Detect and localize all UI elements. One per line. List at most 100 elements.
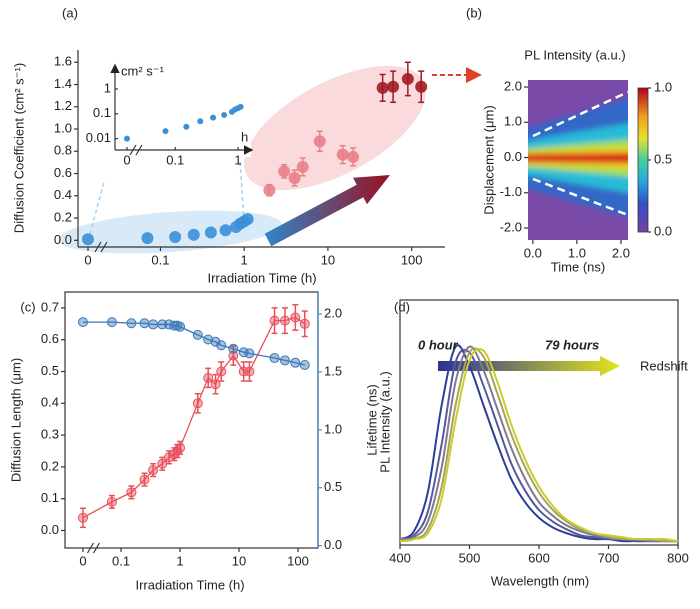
spread-line — [532, 90, 629, 138]
x-tick-label: 0 — [79, 553, 86, 568]
data-point — [210, 379, 221, 390]
data-point — [228, 343, 239, 354]
y-axis-title: Diffusion Coefficient (cm² s⁻¹) — [11, 63, 26, 233]
inset-y-tick-label: 1 — [104, 80, 111, 95]
data-point — [187, 228, 200, 241]
data-point — [141, 232, 154, 245]
data-point — [216, 366, 227, 377]
inset-x-tick-label: 1 — [234, 152, 241, 167]
inset-point — [197, 118, 204, 125]
x-tick-label: 10 — [232, 553, 246, 568]
y-axis-title: Diffusion Length (μm) — [8, 358, 23, 482]
data-point — [148, 465, 159, 476]
colorbar — [637, 87, 649, 233]
data-point — [216, 340, 227, 351]
y-tick-label: 0.0 — [41, 522, 59, 537]
data-point — [278, 165, 291, 178]
x-tick-label: 10 — [321, 252, 335, 267]
spread-line — [532, 177, 629, 217]
annotation: 79 hours — [545, 337, 599, 352]
data-point — [210, 336, 221, 347]
y-tick-label: 0.7 — [41, 299, 59, 314]
series-line — [83, 321, 305, 366]
x-tick-label: 700 — [598, 550, 620, 565]
inset-link — [239, 159, 245, 223]
x-tick-label: 0 — [84, 252, 91, 267]
data-point — [219, 224, 232, 237]
axis-break — [135, 144, 143, 156]
data-point — [163, 452, 174, 463]
axis-break — [129, 144, 137, 156]
inset-point — [162, 128, 169, 135]
inset-y-title: cm² s⁻¹ — [121, 63, 165, 78]
data-point — [415, 80, 428, 93]
data-point — [228, 350, 239, 361]
inset-y-tick-label: 0.1 — [93, 105, 111, 120]
y-tick-label: 2.0 — [504, 78, 522, 93]
data-point — [126, 487, 137, 498]
data-point — [347, 150, 360, 163]
y2-tick-label: 1.0 — [324, 421, 342, 436]
highlight-ellipse — [58, 210, 282, 254]
axis-break — [92, 542, 101, 554]
x-tick-label: 0.0 — [524, 245, 542, 260]
data-point — [139, 318, 150, 329]
data-point — [401, 72, 414, 85]
x-tick-label: 400 — [389, 550, 411, 565]
data-point — [106, 496, 117, 507]
data-point — [148, 319, 159, 330]
annotation: 0 hour — [418, 337, 459, 352]
inset-y-tick-label: 0.01 — [86, 130, 111, 145]
y-tick-label: -2.0 — [500, 219, 522, 234]
data-point — [192, 329, 203, 340]
y-tick-label: 0.4 — [54, 187, 72, 202]
x-tick-label: 0.1 — [151, 252, 169, 267]
data-point — [376, 81, 389, 94]
x-tick-label: 1.0 — [568, 245, 586, 260]
y-tick-label: 0.5 — [41, 363, 59, 378]
data-point — [299, 359, 310, 370]
data-point — [82, 233, 94, 246]
series-line — [399, 347, 679, 543]
inset-x-tick-label: 0 — [123, 152, 130, 167]
data-point — [175, 321, 186, 332]
y-tick-label: 1.2 — [54, 98, 72, 113]
x-tick-label: 100 — [287, 553, 309, 568]
colorbar-tick-label: 0.0 — [654, 223, 672, 238]
x-tick-label: 0.1 — [112, 553, 130, 568]
axis-break — [100, 241, 108, 253]
trend-arrow — [264, 175, 390, 247]
x-tick-label: 500 — [459, 550, 481, 565]
data-point — [241, 213, 254, 226]
y-tick-label: 0.4 — [41, 395, 59, 410]
x-tick-label: 100 — [401, 252, 423, 267]
y-tick-label: -1.0 — [500, 184, 522, 199]
y2-tick-label: 0.0 — [324, 537, 342, 552]
data-point — [126, 318, 137, 329]
y-tick-label: 1.0 — [504, 114, 522, 129]
data-point — [106, 317, 117, 328]
highlight-ellipse — [244, 65, 426, 191]
x-tick-label: 600 — [528, 550, 550, 565]
y-tick-label: 0.2 — [54, 209, 72, 224]
y-axis-title: PL Intensity (a.u.) — [377, 371, 392, 472]
data-point — [244, 348, 255, 359]
x-tick-label: 1 — [241, 252, 248, 267]
data-point — [192, 398, 203, 409]
data-point — [290, 357, 301, 368]
inset-x-title: h — [241, 129, 248, 144]
x-axis-title: Irradiation Time (h) — [135, 577, 244, 592]
x-tick-label: 1 — [176, 553, 183, 568]
colorbar-tick-label: 0.5 — [654, 151, 672, 166]
x-axis-title: Time (ns) — [551, 259, 605, 274]
series-line — [399, 348, 678, 543]
annotation: Redshift — [640, 358, 688, 373]
y-tick-label: 1.4 — [54, 76, 72, 91]
colorbar-title: PL Intensity (a.u.) — [524, 47, 625, 62]
panel-label: (b) — [466, 5, 482, 20]
y-tick-label: 0.2 — [41, 458, 59, 473]
inset-point — [183, 123, 190, 130]
y2-tick-label: 2.0 — [324, 305, 342, 320]
